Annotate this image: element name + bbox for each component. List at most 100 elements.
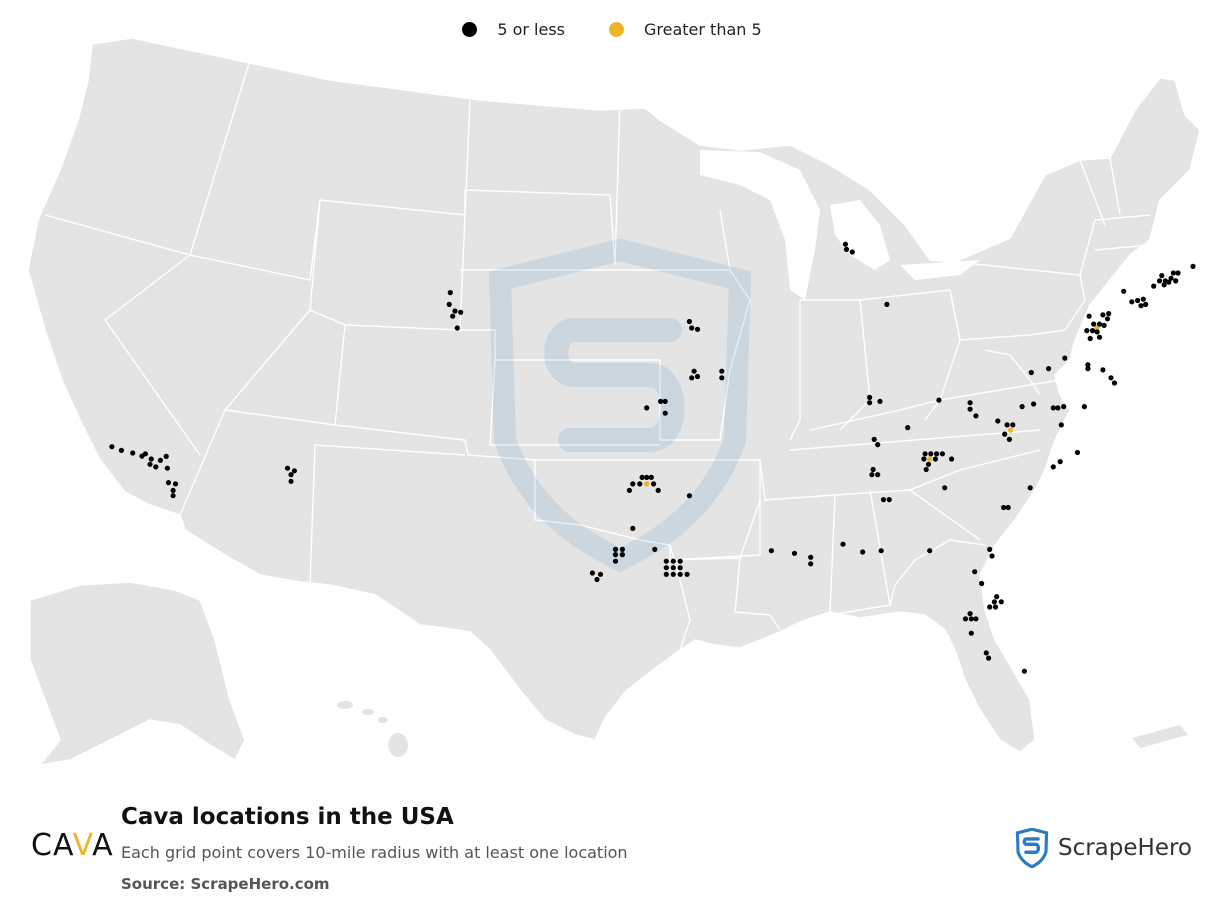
- location-dot-low: [663, 571, 669, 577]
- location-dot-low: [992, 604, 999, 610]
- usa-map: [27, 37, 1201, 767]
- legend-dot-yellow: [609, 22, 624, 37]
- location-dot-low: [1019, 404, 1025, 410]
- location-dot-low: [967, 400, 973, 406]
- location-dot-low: [594, 576, 600, 583]
- location-dot-low: [644, 474, 650, 480]
- location-dot-low: [972, 569, 978, 575]
- location-dot-low: [684, 571, 690, 577]
- location-dot-low: [670, 565, 676, 571]
- location-dot-high: [1094, 325, 1100, 331]
- location-dot-low: [1159, 273, 1165, 279]
- location-dot-low: [1031, 401, 1037, 407]
- location-dot-low: [612, 558, 619, 564]
- location-dot-low: [871, 436, 877, 442]
- location-dot-low: [1135, 297, 1141, 304]
- location-dot-low: [288, 478, 294, 484]
- location-dot-low: [991, 599, 998, 605]
- location-dot-low: [987, 604, 993, 610]
- location-dot-low: [670, 571, 676, 577]
- location-dot-low: [157, 457, 163, 463]
- location-dot-low: [663, 565, 669, 571]
- land-shapes: [27, 37, 1201, 767]
- legend-item-low: 5 or less: [462, 20, 565, 39]
- location-dot-low: [1143, 301, 1149, 307]
- location-dot-low: [1062, 355, 1068, 361]
- location-dot-low: [153, 464, 159, 470]
- location-dot-low: [170, 493, 176, 499]
- location-dot-low: [1085, 366, 1091, 372]
- location-dot-low: [694, 373, 701, 380]
- location-dot-low: [870, 466, 876, 473]
- legend-dot-black: [462, 22, 478, 37]
- location-dot-low: [973, 413, 979, 419]
- location-dot-low: [719, 375, 725, 381]
- location-dot-low: [840, 541, 846, 547]
- location-dot-low: [808, 554, 814, 560]
- location-dot-low: [1175, 270, 1181, 276]
- location-dot-low: [995, 418, 1001, 424]
- subtitle: Each grid point covers 10-mile radius wi…: [121, 843, 628, 862]
- location-dot-low: [612, 546, 619, 553]
- location-dot-low: [450, 313, 456, 319]
- location-dot-low: [447, 290, 453, 296]
- location-dot-low: [921, 456, 927, 462]
- location-dot-low: [867, 394, 873, 400]
- location-dot-low: [677, 565, 683, 571]
- location-dot-low: [1057, 459, 1063, 465]
- state-borders: [44, 59, 1151, 651]
- location-dot-low: [1005, 504, 1011, 511]
- location-dot-low: [936, 397, 942, 403]
- location-dot-low: [719, 368, 725, 374]
- legend-item-high: Greater than 5: [609, 20, 762, 39]
- location-dot-low: [880, 497, 887, 503]
- location-dot-low: [677, 571, 683, 577]
- location-dot-low: [170, 487, 176, 493]
- location-dot-low: [172, 481, 179, 487]
- location-dot-low: [663, 558, 669, 564]
- location-dot-low: [1050, 464, 1056, 470]
- location-dot-low: [118, 447, 124, 453]
- location-dot-low: [986, 655, 992, 661]
- location-dot-low: [994, 594, 1000, 600]
- location-dot-low: [1058, 422, 1064, 428]
- location-dot-low: [630, 481, 636, 487]
- location-dot-low: [987, 546, 993, 553]
- location-dot-low: [927, 548, 933, 554]
- location-dot-low: [1096, 334, 1103, 340]
- location-dot-low: [1100, 367, 1106, 373]
- location-dot-low: [967, 611, 973, 617]
- location-dot-low: [1087, 335, 1093, 342]
- location-dot-low: [139, 453, 145, 459]
- location-dot-low: [1061, 404, 1067, 410]
- hawaii-shapes: [337, 701, 408, 757]
- location-dot-low: [644, 405, 650, 411]
- location-dot-low: [651, 481, 657, 487]
- location-dot-low: [147, 461, 153, 467]
- location-dot-low: [1168, 275, 1174, 281]
- location-dot-low: [1111, 380, 1118, 386]
- location-dot-low: [597, 571, 604, 577]
- location-dot-low: [619, 552, 626, 558]
- location-dot-low: [637, 481, 643, 487]
- location-dot-low: [658, 398, 664, 404]
- location-dot-low: [163, 453, 169, 459]
- location-dot-low: [928, 451, 934, 457]
- legend-label-low: 5 or less: [497, 20, 565, 39]
- location-dot-low: [905, 425, 911, 431]
- location-dot-low: [288, 472, 294, 478]
- location-dot-low: [1096, 321, 1103, 327]
- location-dot-low: [1129, 299, 1135, 305]
- location-dot-low: [860, 549, 866, 555]
- location-dot-low: [1156, 278, 1163, 284]
- location-dot-low: [932, 456, 939, 462]
- scrapehero-brand: ScrapeHero: [1012, 828, 1192, 868]
- location-dot-low: [1091, 321, 1097, 327]
- scrapehero-shield-icon: [1015, 828, 1049, 868]
- location-dot-high: [644, 481, 650, 487]
- location-dot-low: [949, 456, 955, 462]
- location-dot-low: [1085, 362, 1091, 368]
- alaska-shape: [29, 581, 246, 767]
- location-dot-low: [878, 548, 884, 554]
- location-dot-low: [1108, 375, 1114, 381]
